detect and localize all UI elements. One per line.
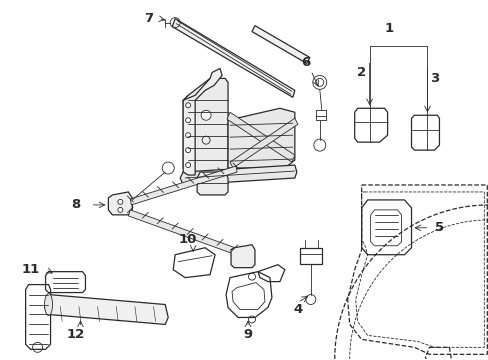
Circle shape xyxy=(185,148,190,153)
Polygon shape xyxy=(44,294,168,324)
Polygon shape xyxy=(251,26,309,63)
Circle shape xyxy=(185,133,190,138)
Text: 4: 4 xyxy=(293,303,302,316)
Text: 7: 7 xyxy=(143,12,153,25)
Text: 2: 2 xyxy=(356,66,366,79)
Text: 9: 9 xyxy=(243,328,252,341)
Polygon shape xyxy=(108,192,132,215)
Polygon shape xyxy=(227,108,294,168)
Polygon shape xyxy=(226,112,294,162)
Text: 1: 1 xyxy=(384,22,393,35)
Text: 10: 10 xyxy=(179,233,197,246)
Polygon shape xyxy=(197,172,227,195)
Circle shape xyxy=(185,103,190,108)
Polygon shape xyxy=(229,118,297,168)
Circle shape xyxy=(118,207,122,212)
Text: 5: 5 xyxy=(434,221,443,234)
Text: 8: 8 xyxy=(71,198,80,211)
Text: 3: 3 xyxy=(429,72,438,85)
Polygon shape xyxy=(180,165,296,185)
Polygon shape xyxy=(172,19,294,97)
Bar xyxy=(299,248,321,264)
Polygon shape xyxy=(183,78,227,175)
Polygon shape xyxy=(183,68,222,175)
Polygon shape xyxy=(130,166,237,205)
Text: 6: 6 xyxy=(301,56,310,69)
Circle shape xyxy=(185,163,190,167)
Text: 11: 11 xyxy=(21,263,40,276)
Circle shape xyxy=(201,110,211,120)
Ellipse shape xyxy=(44,293,52,315)
Text: 12: 12 xyxy=(66,328,84,341)
Polygon shape xyxy=(230,245,254,268)
Circle shape xyxy=(118,199,122,204)
Circle shape xyxy=(185,118,190,123)
Polygon shape xyxy=(128,210,235,254)
